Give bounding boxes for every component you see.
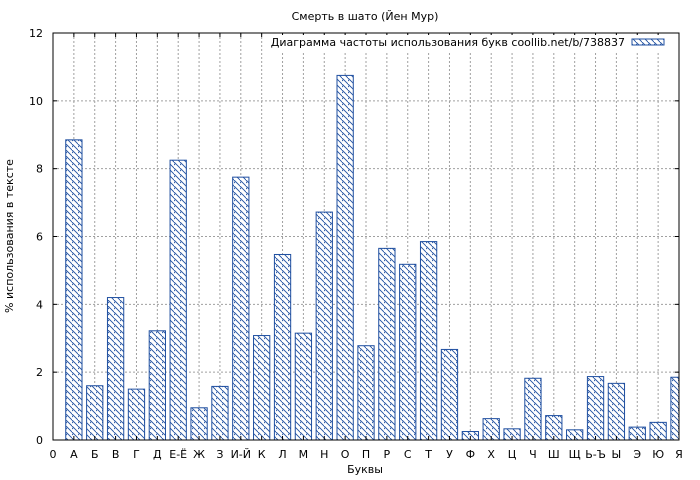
y-axis-ticks: 0 2 4 6 8 10 12 [29,27,679,447]
x-tick-label: Ж [193,448,205,461]
bar-Ж [190,407,208,440]
bar-Т [419,241,438,440]
x-tick-label: Л [278,448,286,461]
x-tick-label: Ш [548,448,560,461]
bar-Е-Ё [169,159,187,440]
chart-title: Смерть в шато (Йен Мур) [292,10,439,23]
bar-О [336,74,354,440]
bar-И-Й [232,176,250,440]
x-tick-label: Е-Ё [169,448,187,461]
bar-З [211,385,229,440]
bar-Х [482,418,500,440]
bar-П [357,345,375,440]
x-tick-label: Щ [569,448,581,461]
bar-Щ [566,429,584,440]
x-tick-label: Р [384,448,391,461]
x-tick-label: Т [424,448,432,461]
x-axis-label: Буквы [347,463,383,476]
bar-Ь-Ъ [586,376,605,440]
y-tick-label: 8 [36,163,43,176]
x-tick-label: Ь-Ъ [585,448,606,461]
y-tick-label: 12 [29,27,43,40]
x-tick-label: П [362,448,370,461]
y-tick-label: 2 [36,366,43,379]
x-tick-label: Ф [466,448,475,461]
x-tick-label: У [446,448,453,461]
bar-Ы [607,382,626,440]
bar-В [106,297,125,440]
y-tick-label: 4 [36,298,43,311]
bar-Д [148,330,166,440]
bar-Л [273,253,292,440]
bar-Г [127,388,146,440]
x-tick-label: Х [487,448,495,461]
bar-Н [315,211,333,440]
legend-background [280,35,672,51]
bar-К [253,335,271,440]
x-tick-label: Н [320,448,328,461]
legend: Диаграмма частоты использования букв coo… [271,35,672,51]
x-tick-label: Г [133,448,140,461]
x-tick-label: Д [153,448,162,461]
bar-Ч [524,377,542,440]
bar-С [399,263,417,440]
x-tick-label: З [216,448,223,461]
legend-swatch [631,38,665,46]
x-tick-label: Я [675,448,683,461]
bar-Р [378,247,396,440]
grid-lines [53,33,679,440]
x-axis-ticks: 0 А Б В Г Д Е-Ё Ж З И-Й К Л М Н О П Р С Т У Ф Х Ц Ч Ш Щ Ь-Ъ Ы Э Ю Я [50,33,683,461]
x-tick-label: К [258,448,266,461]
y-tick-label: 0 [36,434,43,447]
x-tick-label: О [341,448,350,461]
x-tick-label: В [112,448,120,461]
x-tick-label: Ы [612,448,622,461]
bar-А [65,139,83,440]
x-tick-label: Ю [652,448,664,461]
bar-М [294,332,313,440]
x-tick-label: Э [633,448,641,461]
y-axis-label: % использования в тексте [3,159,16,313]
x-tick-label: Б [91,448,99,461]
x-tick-label: 0 [50,448,57,461]
x-tick-label: Ч [529,448,537,461]
bar-У [440,348,459,440]
legend-label: Диаграмма частоты использования букв coo… [271,36,625,49]
x-tick-label: С [404,448,412,461]
y-tick-label: 6 [36,231,43,244]
x-tick-label: Ц [508,448,517,461]
x-tick-label: М [299,448,309,461]
y-tick-label: 10 [29,95,43,108]
x-tick-label: А [70,448,78,461]
bar-Б [86,385,104,440]
x-tick-label: И-Й [231,448,251,461]
bar-series [65,74,679,440]
